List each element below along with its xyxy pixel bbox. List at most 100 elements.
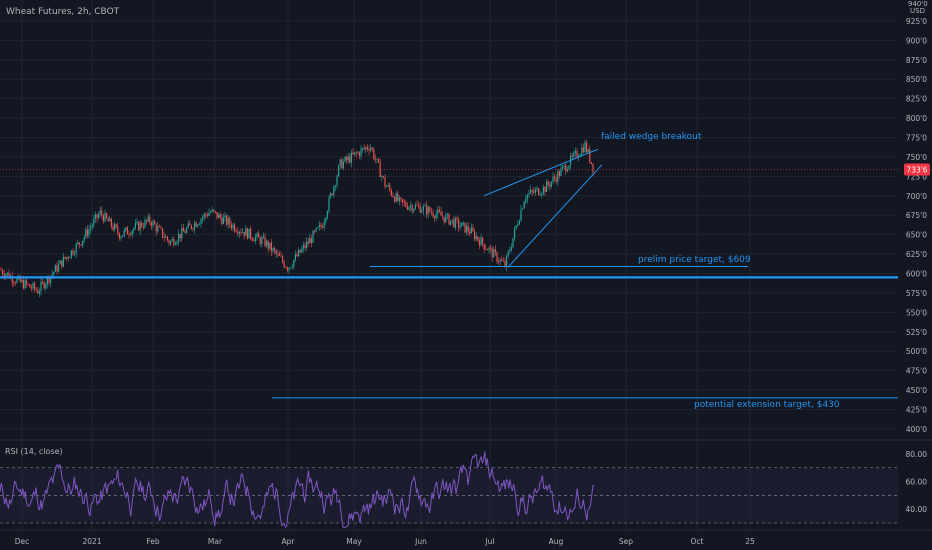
candle-body[interactable] — [330, 193, 332, 198]
candle-body[interactable] — [179, 233, 181, 239]
candle-body[interactable] — [162, 228, 164, 238]
candle-body[interactable] — [50, 276, 52, 283]
candle-body[interactable] — [85, 229, 87, 237]
candle-body[interactable] — [358, 152, 360, 157]
candle-body[interactable] — [178, 233, 180, 242]
candle-body[interactable] — [134, 223, 136, 229]
candle-body[interactable] — [254, 236, 256, 242]
candle-body[interactable] — [34, 283, 36, 290]
candle-body[interactable] — [48, 276, 50, 283]
candle-body[interactable] — [395, 193, 397, 202]
candle-body[interactable] — [560, 168, 562, 176]
candle-body[interactable] — [413, 208, 415, 212]
candle-body[interactable] — [310, 238, 312, 243]
candle-body[interactable] — [154, 221, 156, 225]
candle-body[interactable] — [229, 218, 231, 225]
candle-body[interactable] — [61, 260, 63, 267]
candle-body[interactable] — [410, 205, 412, 207]
candle-body[interactable] — [205, 213, 207, 215]
candle-body[interactable] — [541, 193, 543, 195]
candle-body[interactable] — [278, 253, 280, 256]
candle-body[interactable] — [109, 218, 111, 222]
candle-body[interactable] — [430, 211, 432, 213]
candle-body[interactable] — [448, 214, 450, 225]
candle-body[interactable] — [414, 204, 416, 209]
candle-body[interactable] — [510, 247, 512, 251]
candle-body[interactable] — [347, 156, 349, 161]
candle-body[interactable] — [562, 166, 564, 169]
candle-body[interactable] — [19, 276, 21, 282]
candle-body[interactable] — [326, 211, 328, 218]
candle-body[interactable] — [122, 235, 124, 237]
candle-body[interactable] — [467, 226, 469, 232]
candle-body[interactable] — [533, 191, 535, 193]
candle-body[interactable] — [120, 236, 122, 239]
candle-body[interactable] — [187, 223, 189, 229]
candle-body[interactable] — [56, 265, 58, 272]
candle-body[interactable] — [506, 255, 508, 267]
candle-body[interactable] — [523, 201, 525, 209]
candle-body[interactable] — [338, 165, 340, 177]
candle-body[interactable] — [64, 256, 66, 259]
candle-body[interactable] — [381, 176, 383, 177]
candle-body[interactable] — [66, 257, 68, 259]
candle-body[interactable] — [434, 216, 436, 219]
candle-body[interactable] — [54, 265, 56, 272]
candle-body[interactable] — [214, 211, 216, 213]
candle-body[interactable] — [158, 226, 160, 228]
candle-body[interactable] — [133, 228, 135, 231]
prelim-target-annotation[interactable]: prelim price target, $609 — [638, 255, 751, 265]
candle-body[interactable] — [402, 199, 404, 203]
candle-body[interactable] — [342, 161, 344, 169]
candle-body[interactable] — [227, 218, 229, 225]
candle-body[interactable] — [261, 237, 263, 244]
rsi-pane[interactable]: 80.00 60.00 40.00 — [0, 439, 932, 529]
candle-body[interactable] — [285, 266, 287, 268]
candle-body[interactable] — [131, 230, 133, 235]
candle-body[interactable] — [230, 224, 232, 229]
rsi-line[interactable] — [0, 451, 595, 529]
candle-body[interactable] — [149, 216, 151, 223]
candle-body[interactable] — [6, 272, 8, 275]
candle-body[interactable] — [322, 226, 324, 228]
candle-body[interactable] — [78, 242, 80, 245]
candle-body[interactable] — [184, 231, 186, 233]
candle-body[interactable] — [142, 226, 144, 228]
candle-body[interactable] — [203, 213, 205, 218]
candle-body[interactable] — [259, 237, 261, 244]
candle-body[interactable] — [362, 147, 364, 149]
candle-body[interactable] — [520, 209, 522, 221]
candle-body[interactable] — [349, 156, 351, 163]
candle-body[interactable] — [445, 215, 447, 223]
candle-body[interactable] — [251, 237, 253, 240]
candle-body[interactable] — [536, 188, 538, 190]
candle-body[interactable] — [96, 214, 98, 218]
candle-body[interactable] — [398, 197, 400, 201]
candle-body[interactable] — [451, 219, 453, 221]
candle-body[interactable] — [352, 152, 354, 155]
candle-body[interactable] — [557, 171, 559, 182]
candle-body[interactable] — [106, 212, 108, 219]
candle-body[interactable] — [515, 225, 517, 229]
candle-body[interactable] — [365, 147, 367, 149]
extension-target-annotation[interactable]: potential extension target, $430 — [694, 400, 840, 410]
candle-body[interactable] — [518, 220, 520, 225]
candle-body[interactable] — [211, 209, 213, 212]
candle-body[interactable] — [8, 272, 10, 279]
candle-body[interactable] — [406, 206, 408, 210]
candle-body[interactable] — [314, 231, 316, 232]
candle-body[interactable] — [128, 234, 130, 236]
candle-body[interactable] — [437, 209, 439, 214]
candle-body[interactable] — [21, 280, 23, 282]
candle-body[interactable] — [190, 225, 192, 229]
wedge-lower-line[interactable] — [507, 164, 603, 268]
candle-body[interactable] — [419, 205, 421, 213]
candle-body[interactable] — [461, 222, 463, 227]
candle-body[interactable] — [234, 224, 236, 232]
candle-body[interactable] — [426, 205, 428, 215]
candle-body[interactable] — [354, 152, 356, 155]
candle-body[interactable] — [446, 214, 448, 216]
candle-body[interactable] — [483, 243, 485, 250]
time-axis[interactable]: Dec 2021 Feb Mar Apr May Jun Jul Aug Sep Oct 25 — [0, 529, 932, 546]
candle-body[interactable] — [141, 222, 143, 227]
